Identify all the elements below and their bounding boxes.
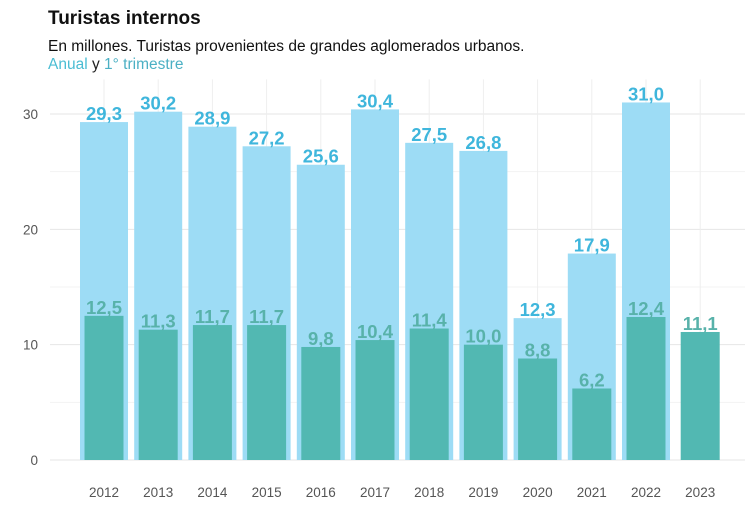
x-tick-label-2021: 2021 [577, 485, 607, 500]
label-trimestre-2018: 11,4 [412, 310, 448, 331]
series-trimestre [84, 315, 720, 460]
x-tick-label-2016: 2016 [306, 485, 336, 500]
label-trimestre-2015: 11,7 [249, 306, 284, 327]
bar-trimestre-2013 [138, 329, 178, 460]
label-anual-2021: 17,9 [574, 235, 610, 256]
bar-trimestre-2012 [84, 315, 124, 460]
x-tick-label-2023: 2023 [685, 485, 715, 500]
bar-trimestre-2019 [463, 344, 503, 460]
label-trimestre-2020: 8,8 [525, 340, 551, 361]
bar-trimestre-2020 [518, 358, 558, 460]
label-trimestre-2021: 6,2 [579, 369, 605, 390]
legend-trimestre: 1° trimestre [104, 56, 184, 73]
x-tick-label-2015: 2015 [252, 485, 282, 500]
label-anual-2012: 29,3 [86, 103, 122, 124]
label-anual-2013: 30,2 [140, 93, 176, 114]
label-anual-2019: 26,8 [465, 132, 501, 153]
label-trimestre-2017: 10,4 [357, 321, 394, 342]
label-trimestre-2012: 12,5 [86, 297, 122, 318]
y-axis: 0 10 20 30 [23, 107, 38, 468]
bar-trimestre-2015 [247, 325, 287, 460]
x-tick-label-2020: 2020 [523, 485, 553, 500]
label-anual-2022: 31,0 [628, 83, 664, 104]
x-tick-label-2019: 2019 [468, 485, 498, 500]
bar-trimestre-2018 [409, 328, 449, 460]
x-axis: 2012 2013 2014 2015 2016 2017 2018 2019 2020 2021… [89, 485, 715, 500]
label-trimestre-2023: 11,1 [683, 313, 718, 334]
y-tick-label: 10 [23, 338, 38, 353]
label-trimestre-2016: 9,8 [308, 328, 334, 349]
legend-anual: Anual [48, 56, 88, 73]
chart-subtitle: En millones. Turistas provenientes de gr… [48, 38, 525, 55]
bar-trimestre-2023 [680, 331, 720, 460]
bar-trimestre-2016 [301, 346, 341, 460]
x-tick-label-2017: 2017 [360, 485, 390, 500]
label-trimestre-2019: 10,0 [465, 326, 501, 347]
data-labels: 29,3 12,5 30,2 11,3 28,9 11,7 27,2 11,7 25,6 9,8 3… [86, 83, 718, 390]
label-trimestre-2022: 12,4 [628, 298, 665, 319]
x-tick-label-2018: 2018 [414, 485, 444, 500]
bar-trimestre-2017 [355, 340, 395, 460]
bar-trimestre-2021 [572, 388, 612, 460]
label-anual-2018: 27,5 [411, 124, 447, 145]
x-tick-label-2014: 2014 [197, 485, 228, 500]
label-anual-2015: 27,2 [249, 127, 285, 148]
label-trimestre-2013: 11,3 [141, 311, 176, 332]
label-anual-2014: 28,9 [194, 108, 230, 129]
label-anual-2016: 25,6 [303, 146, 339, 167]
legend-connector: y [91, 56, 100, 73]
x-tick-label-2022: 2022 [631, 485, 661, 500]
label-trimestre-2014: 11,7 [195, 306, 230, 327]
bar-trimestre-2022 [626, 316, 666, 460]
bar-trimestre-2014 [192, 325, 232, 460]
x-tick-label-2012: 2012 [89, 485, 119, 500]
y-tick-label: 20 [23, 222, 38, 237]
x-tick-label-2013: 2013 [143, 485, 173, 500]
label-anual-2017: 30,4 [357, 90, 394, 111]
y-tick-label: 30 [23, 107, 38, 122]
legend: Anual y 1° trimestre [48, 56, 183, 74]
chart-title: Turistas internos [48, 8, 201, 29]
y-tick-label: 0 [30, 453, 38, 468]
label-anual-2020: 12,3 [520, 299, 556, 320]
